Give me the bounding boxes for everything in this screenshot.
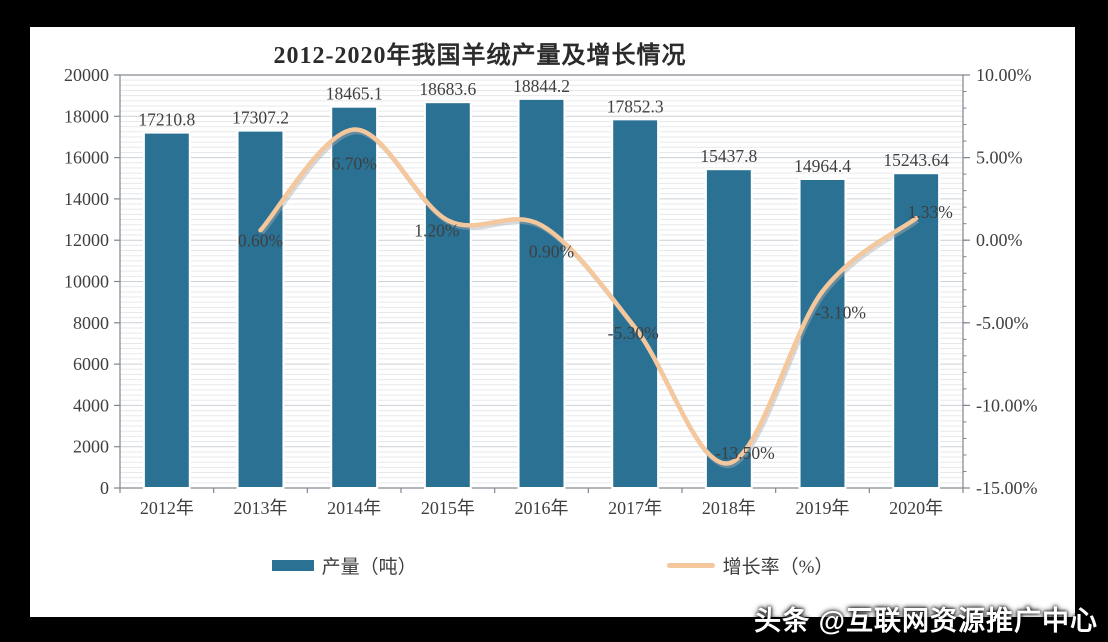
growth-point-label: -13.50% [715, 443, 775, 463]
bar [611, 118, 660, 489]
bar [423, 101, 472, 490]
legend-label-production: 产量（吨） [321, 557, 417, 578]
bar-value-label: 17210.8 [138, 110, 195, 130]
growth-line [258, 127, 919, 466]
y-axis-left-label: 2000 [73, 437, 109, 457]
growth-point-label: -3.10% [815, 302, 866, 322]
y-axis-right-label: 0.00% [976, 230, 1023, 250]
y-axis-left-label: 16000 [64, 148, 109, 168]
combo-chart: 0 2000 4000 6000 8000 10000 12000 14000 16000 180… [64, 65, 1038, 518]
growth-point-label: 0.60% [238, 230, 283, 250]
bar-value-label: 17852.3 [607, 96, 664, 116]
line-series-swatch-icon [666, 563, 715, 568]
y-axis-left-label: 6000 [73, 354, 109, 374]
bar-series-swatch-icon [271, 560, 314, 571]
x-axis-label: 2015年 [421, 498, 475, 518]
growth-point-label: 6.70% [332, 154, 377, 174]
bar [798, 177, 847, 489]
y-axis-left-label: 20000 [64, 65, 109, 85]
x-axis-label: 2013年 [234, 498, 288, 518]
bar-value-label: 14964.4 [794, 156, 851, 176]
bar [704, 168, 753, 489]
y-axis-left-label: 8000 [73, 313, 109, 333]
chart-panel: 2012-2020年我国羊绒产量及增长情况 0 2000 4000 6000 8000 1… [30, 27, 1075, 617]
growth-point-label: 0.90% [529, 241, 574, 261]
bar [517, 97, 566, 489]
y-axis-left-label: 14000 [64, 189, 109, 209]
legend-entry-production: 产量（吨） [271, 552, 417, 579]
x-axis-label: 2014年 [327, 498, 381, 518]
bar [142, 131, 191, 489]
chart-title: 2012-2020年我国羊绒产量及增长情况 [273, 43, 687, 69]
legend-label-growth: 增长率（%） [722, 557, 834, 578]
x-axis-label: 2018年 [702, 498, 756, 518]
y-axis-left-label: 18000 [64, 106, 109, 126]
bar-value-label: 18683.6 [419, 79, 476, 99]
bar-value-label: 15437.8 [700, 146, 757, 166]
legend-entry-growth: 增长率（%） [666, 552, 834, 579]
bar-value-label: 18844.2 [513, 76, 570, 96]
y-axis-right-label: -5.00% [976, 313, 1029, 333]
x-axis-label: 2020年 [889, 498, 943, 518]
x-axis-label: 2012年 [140, 498, 194, 518]
chart-legend: 产量（吨） 增长率（%） [30, 552, 1075, 579]
bar-value-label: 18465.1 [326, 84, 383, 104]
y-axis-right-label: -10.00% [976, 395, 1038, 415]
growth-point-label: 1.20% [414, 220, 459, 240]
bar [236, 129, 285, 489]
bar-value-label: 17307.2 [232, 108, 289, 128]
bar [330, 105, 379, 490]
y-axis-left-label: 0 [100, 478, 109, 498]
x-axis-label: 2019年 [796, 498, 850, 518]
bar-value-label: 15243.64 [883, 150, 949, 170]
y-axis-right-label: 10.00% [976, 65, 1032, 85]
growth-point-label: 1.33% [908, 202, 953, 222]
watermark: 头条 @互联网资源推广中心 [754, 606, 1098, 636]
y-axis-right-label: 5.00% [976, 148, 1023, 168]
x-axis-label: 2016年 [515, 498, 569, 518]
growth-point-label: -5.30% [608, 323, 659, 343]
y-axis-left-label: 12000 [64, 230, 109, 250]
x-axis-label: 2017年 [608, 498, 662, 518]
y-axis-right-label: -15.00% [976, 478, 1038, 498]
y-axis-left-label: 4000 [73, 395, 109, 415]
y-axis-left-label: 10000 [64, 272, 109, 292]
